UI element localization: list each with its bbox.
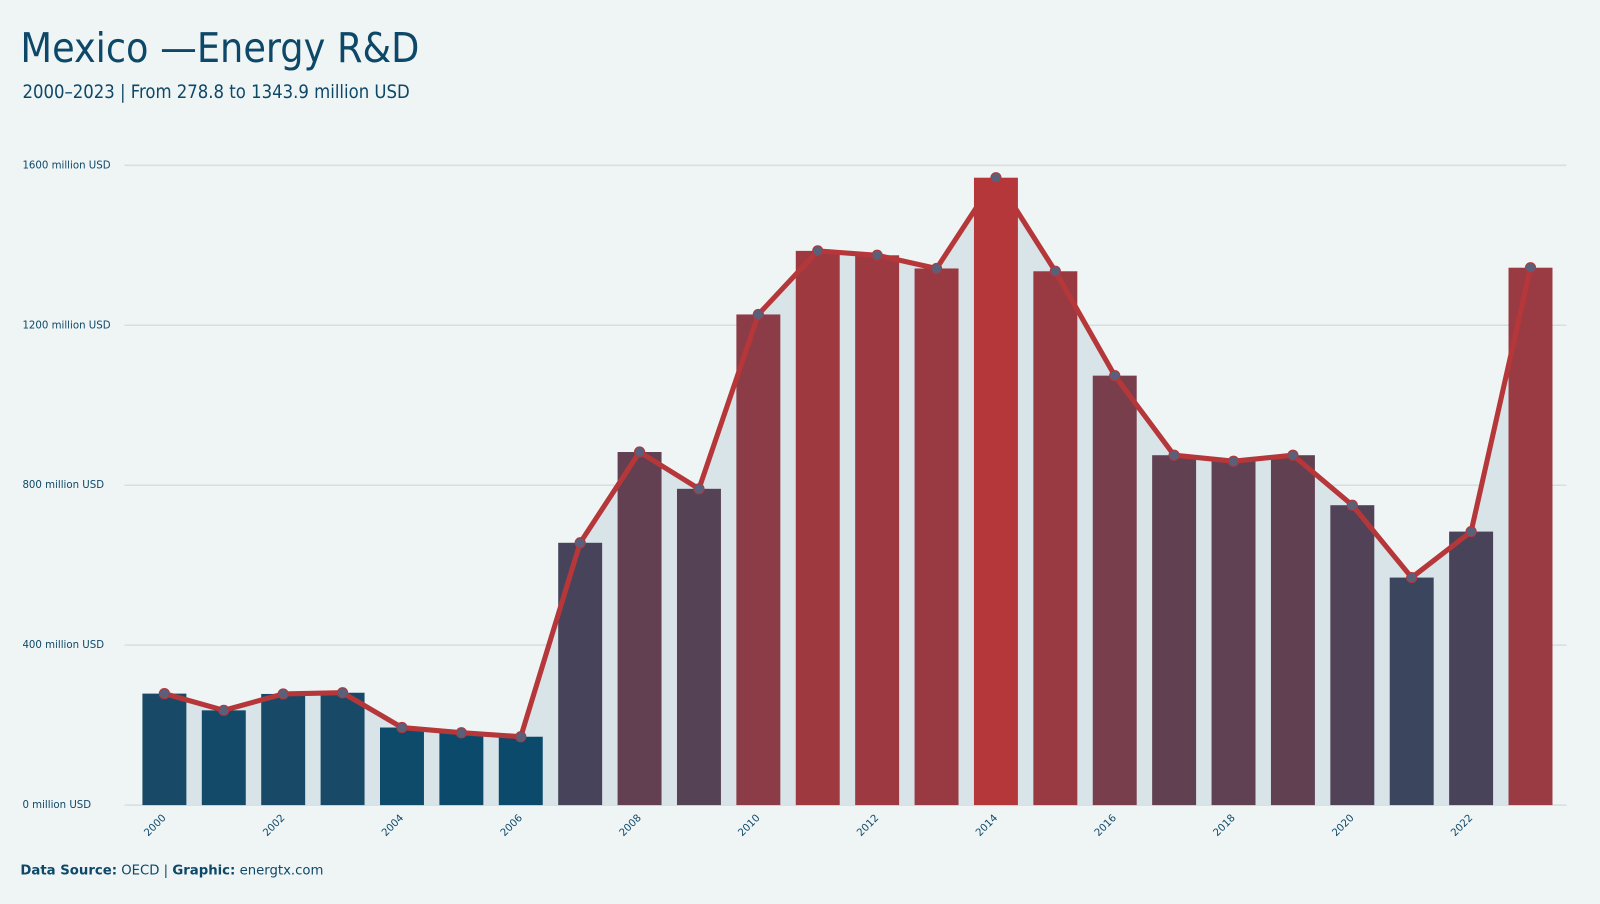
bar <box>795 250 840 806</box>
marker <box>633 446 646 458</box>
bar <box>855 255 900 806</box>
marker <box>1227 455 1240 467</box>
bar <box>201 710 246 806</box>
marker <box>1346 499 1358 511</box>
bar <box>1389 577 1434 806</box>
marker <box>1465 525 1477 538</box>
marker <box>277 688 289 700</box>
bar <box>1092 375 1137 806</box>
y-tick-label: 0 million USD <box>22 800 91 811</box>
bar <box>320 692 365 806</box>
bar <box>1330 505 1375 806</box>
y-tick-label: 1200 million USD <box>22 320 110 331</box>
bar <box>558 542 603 806</box>
marker <box>693 483 705 495</box>
bar <box>380 727 424 806</box>
marker <box>1524 262 1537 274</box>
footer: Data Source: OECD | Graphic: energtx.com <box>20 863 323 878</box>
bar <box>1152 455 1197 806</box>
bar <box>617 452 662 806</box>
marker <box>1049 265 1061 277</box>
marker <box>812 245 824 257</box>
bar <box>1508 267 1553 806</box>
bar <box>1033 271 1078 806</box>
graphic-label: Graphic: <box>172 863 235 878</box>
chart-subtitle: 2000–2023 | From 278.8 to 1343.9 million… <box>22 82 409 103</box>
bar <box>1270 455 1315 806</box>
y-tick-label: 1600 million USD <box>22 160 110 171</box>
bar <box>736 314 781 806</box>
chart-title: Mexico —Energy R&D <box>20 24 419 72</box>
marker <box>574 537 586 549</box>
marker <box>158 688 171 700</box>
source-label: Data Source: <box>20 863 117 878</box>
bar <box>1211 461 1256 806</box>
plot-area: 0 million USD 400 million USD 800 million … <box>22 160 1567 839</box>
graphic: energtx.com <box>240 863 324 878</box>
bar <box>676 488 721 806</box>
bar <box>142 693 187 806</box>
marker <box>515 731 527 743</box>
marker <box>336 687 349 699</box>
marker <box>871 249 883 261</box>
marker <box>1406 571 1418 584</box>
source: OECD | <box>121 863 168 878</box>
bar <box>1449 531 1494 806</box>
y-tick-label: 800 million USD <box>22 480 104 491</box>
y-tick-label: 400 million USD <box>22 640 104 651</box>
bar <box>914 268 959 806</box>
marker <box>1109 370 1121 382</box>
marker <box>1287 449 1299 461</box>
marker <box>990 172 1002 184</box>
marker <box>752 308 764 321</box>
marker <box>396 721 408 734</box>
bar <box>973 177 1018 806</box>
bar <box>439 732 484 806</box>
marker <box>455 727 467 739</box>
marker <box>1168 449 1180 461</box>
bar <box>498 736 543 806</box>
line <box>163 175 1533 740</box>
marker <box>218 704 230 716</box>
bar <box>261 693 306 806</box>
marker <box>930 262 943 275</box>
